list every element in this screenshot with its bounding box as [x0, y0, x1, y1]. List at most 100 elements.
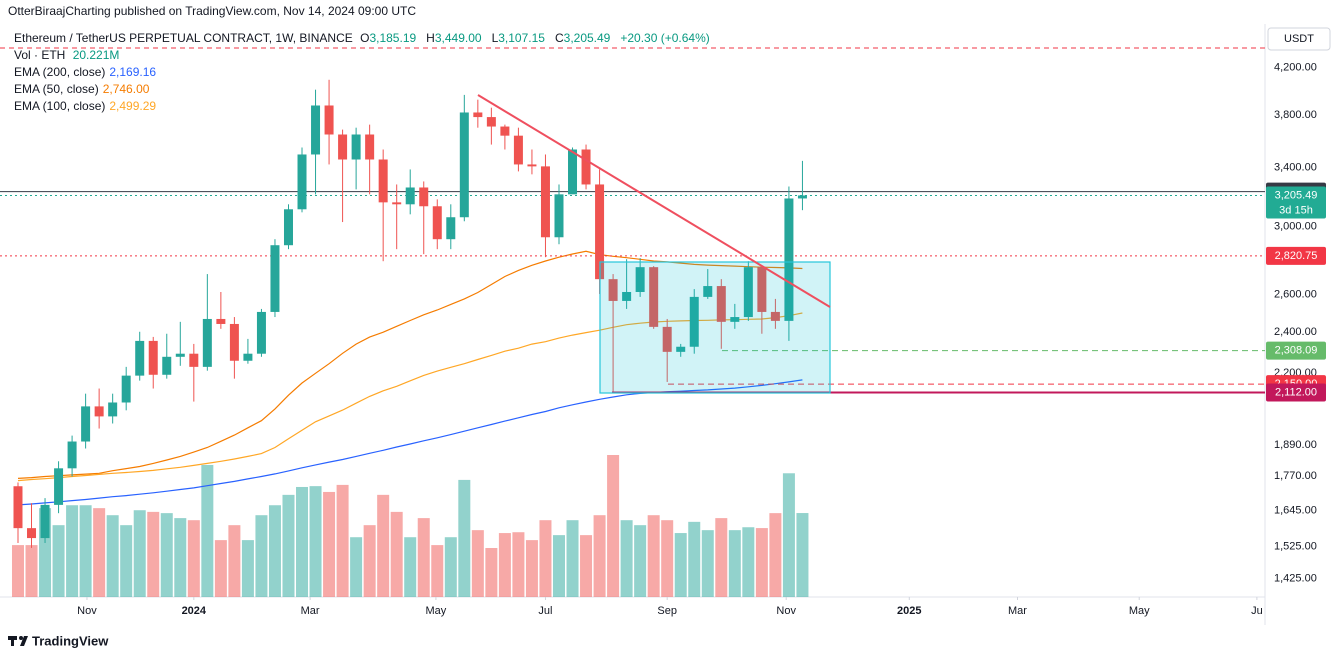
ema-name: EMA (50, close) — [14, 82, 99, 96]
volume-bar — [512, 532, 525, 597]
candle-body — [405, 187, 415, 205]
candle-body — [81, 406, 91, 442]
x-tick-label: Nov — [776, 605, 796, 617]
candle-body — [54, 468, 64, 505]
x-tick-label: Ju — [1251, 605, 1263, 617]
candle-body — [338, 134, 348, 160]
volume-bar — [417, 518, 430, 597]
publisher-note: OtterBiraajCharting published on Trading… — [8, 4, 417, 18]
volume-bar — [458, 479, 471, 597]
x-tick-label: Mar — [301, 605, 320, 617]
y-tick-label: 1,645.00 — [1274, 504, 1317, 516]
candle-body — [216, 318, 226, 324]
ema-value: 2,169.16 — [109, 65, 157, 79]
ema-line — [17, 379, 803, 506]
ohlc-key: O — [360, 31, 370, 45]
volume-bar — [593, 515, 606, 597]
volume-bar — [525, 540, 538, 597]
y-tick-label: 4,200.00 — [1274, 62, 1317, 74]
candle-body — [432, 206, 442, 240]
candle-body — [622, 291, 632, 301]
volume-bar — [769, 513, 782, 597]
volume-bar — [728, 530, 741, 597]
candle-body — [67, 441, 77, 469]
volume-bar — [796, 513, 809, 597]
volume-bar — [701, 530, 714, 597]
change-value: +20.30 (+0.64%) — [620, 31, 710, 45]
candle-body — [513, 135, 523, 165]
volume-bar — [607, 455, 620, 597]
ohlc-key: L — [491, 31, 499, 45]
volume-bar — [661, 520, 674, 597]
ohlc-value: 3,107.15 — [498, 31, 545, 45]
volume-bar — [323, 491, 336, 597]
candle-body — [189, 353, 199, 367]
y-tick-label: 2,400.00 — [1274, 326, 1317, 338]
currency-box[interactable] — [1267, 27, 1331, 51]
candle-body — [757, 267, 767, 312]
candle-body — [27, 528, 37, 539]
y-tick-label: 1,890.00 — [1274, 439, 1317, 451]
candle-body — [527, 164, 537, 167]
ohlc-value: 3,185.19 — [369, 31, 417, 45]
volume-bar — [309, 486, 322, 597]
volume-bar — [336, 484, 349, 597]
volume-bar — [471, 530, 484, 597]
ohlc-item: H3,449.00 — [426, 31, 485, 45]
volume-bar — [485, 548, 498, 597]
candle-body — [202, 318, 212, 367]
candle-body — [94, 406, 104, 417]
candle-body — [635, 267, 645, 292]
candle-body — [500, 126, 510, 136]
volume-bar — [755, 528, 768, 597]
volume-bar — [431, 545, 444, 597]
candle-body — [297, 154, 307, 210]
ohlc-value: 3,449.00 — [434, 31, 482, 45]
candle-body — [148, 340, 158, 375]
candle-body — [797, 195, 807, 199]
volume-bar — [160, 513, 173, 597]
x-tick-label: May — [426, 605, 447, 617]
y-tick-label: 1,525.00 — [1274, 540, 1317, 552]
candle-body — [689, 296, 699, 347]
candle-body — [108, 402, 118, 417]
candle-body — [175, 353, 185, 357]
candle-body — [486, 117, 496, 127]
volume-bar — [201, 464, 214, 597]
candle-body — [270, 245, 280, 312]
volume-bar — [674, 533, 687, 597]
volume-bar — [688, 521, 701, 597]
volume-name: Vol · ETH — [14, 48, 66, 62]
x-tick-label: Nov — [77, 605, 97, 617]
candle-body — [351, 134, 361, 160]
candle-body — [473, 112, 483, 118]
candle-body — [378, 159, 388, 203]
y-tick-label: 2,600.00 — [1274, 288, 1317, 300]
candle-body — [595, 184, 605, 280]
candle-body — [40, 504, 50, 539]
volume-bar — [498, 533, 511, 597]
candle-body — [446, 217, 456, 240]
ema-line — [17, 312, 803, 482]
ema-name: EMA (100, close) — [14, 99, 106, 113]
level-label: 2,820.75 — [1275, 250, 1318, 262]
volume-bar — [133, 510, 146, 597]
level-label: 2,308.09 — [1275, 345, 1318, 357]
volume-bar — [11, 545, 24, 597]
volume-layer — [11, 455, 809, 597]
brand: TradingView — [32, 633, 109, 648]
volume-bar — [268, 505, 281, 597]
x-tick-label: Jul — [538, 605, 552, 617]
level-label-box — [1266, 186, 1326, 219]
ema-value: 2,746.00 — [102, 82, 150, 96]
candle-body — [162, 356, 172, 375]
volume-bar — [552, 535, 565, 597]
candle-body — [459, 112, 469, 218]
volume-bar — [782, 473, 795, 597]
ema-legend: EMA (100, close) 2,499.29 — [14, 99, 160, 113]
candle-body — [743, 267, 753, 318]
level-label-box — [1266, 341, 1326, 360]
candle-body — [568, 149, 578, 195]
volume-bar — [241, 540, 254, 597]
